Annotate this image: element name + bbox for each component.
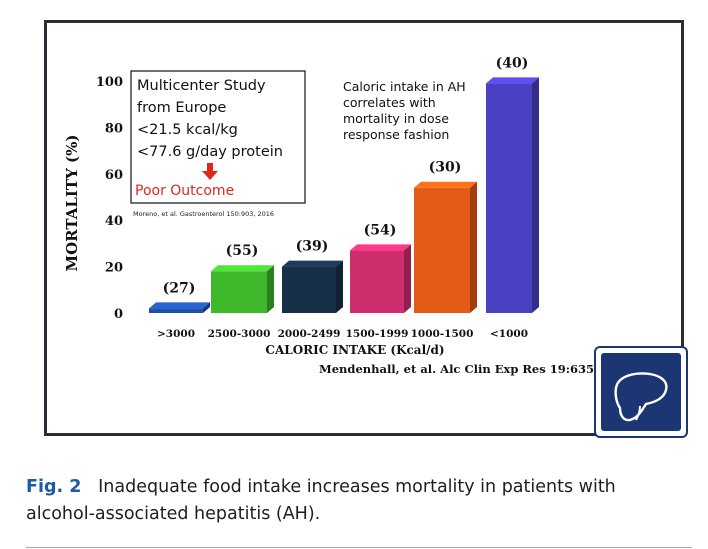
annotation-line: mortality in dose: [343, 111, 449, 126]
bar-data-label: (40): [496, 55, 529, 71]
bar-side: [203, 302, 210, 313]
y-tick-label: 80: [105, 121, 123, 136]
y-tick-label: 20: [105, 261, 123, 276]
category-label: 2000-2499: [278, 328, 341, 340]
bar-data-label: (39): [296, 239, 329, 255]
inset-citation: Moreno, et al. Gastroenterol 150:903, 20…: [133, 210, 274, 218]
x-axis-label: CALORIC INTAKE (Kcal/d): [265, 343, 444, 357]
bar-top: [149, 302, 210, 309]
bar: [350, 244, 411, 313]
divider: [26, 547, 692, 548]
bar-data-label: (30): [429, 160, 462, 176]
category-label: >3000: [157, 328, 195, 340]
bar-front: [282, 266, 336, 313]
caption-text: Inadequate food intake increases mortali…: [26, 477, 616, 524]
y-axis-label: MORTALITY (%): [63, 135, 81, 272]
bar-front: [350, 250, 404, 313]
category-label: 1000-1500: [411, 328, 474, 340]
bar-top: [282, 260, 343, 267]
bar-side: [532, 77, 539, 313]
bar-front: [149, 308, 203, 313]
bar-side: [404, 244, 411, 313]
category-label: 2500-3000: [208, 328, 271, 340]
inset-line: Multicenter Study: [137, 78, 266, 94]
bar-data-label: (55): [226, 243, 259, 259]
bar-data-label: (54): [364, 222, 397, 238]
figure-label: Fig. 2: [26, 477, 82, 497]
chart-citation: Mendenhall, et al. Alc Clin Exp Res 19:6…: [319, 362, 638, 376]
bar: [211, 265, 274, 313]
category-label: 1500-1999: [346, 328, 409, 340]
bar-data-label: (27): [163, 280, 196, 296]
inset-line: <77.6 g/day protein: [137, 144, 283, 160]
bar-top: [350, 244, 411, 251]
inset-outcome: Poor Outcome: [135, 183, 234, 199]
bar-front: [414, 187, 470, 313]
bar: [486, 77, 539, 313]
bar-front: [486, 83, 532, 313]
annotation-line: response fashion: [343, 127, 449, 142]
bar-side: [267, 265, 274, 313]
down-arrow-icon: [202, 163, 218, 180]
liver-icon: [594, 346, 688, 438]
bar: [282, 260, 343, 313]
bar-chart: MORTALITY (%) 0 20 40 60 80 100 (27) (55) (39) (…: [63, 55, 638, 376]
bar-front: [211, 271, 267, 313]
y-tick-label: 60: [105, 168, 123, 183]
bar-top: [486, 77, 539, 84]
figure-frame: MORTALITY (%) 0 20 40 60 80 100 (27) (55) (39) (…: [44, 20, 684, 436]
inset-line: from Europe: [137, 100, 226, 116]
bar-top: [414, 181, 477, 188]
bar-side: [336, 260, 343, 313]
y-tick-label: 100: [96, 75, 123, 90]
annotation-line: Caloric intake in AH: [343, 79, 466, 94]
inset-study-box: Multicenter Study from Europe <21.5 kcal/k…: [130, 70, 306, 204]
inset-line: <21.5 kcal/kg: [137, 122, 238, 138]
bar: [149, 302, 210, 313]
figure-caption: Fig. 2 Inadequate food intake increases …: [26, 474, 686, 528]
bar-side: [470, 181, 477, 313]
y-tick-label: 40: [105, 214, 123, 229]
bar: [414, 181, 477, 313]
annotation-line: correlates with: [343, 95, 436, 110]
category-label: <1000: [490, 328, 528, 340]
y-tick-label: 0: [114, 307, 123, 322]
bar-top: [211, 265, 274, 272]
